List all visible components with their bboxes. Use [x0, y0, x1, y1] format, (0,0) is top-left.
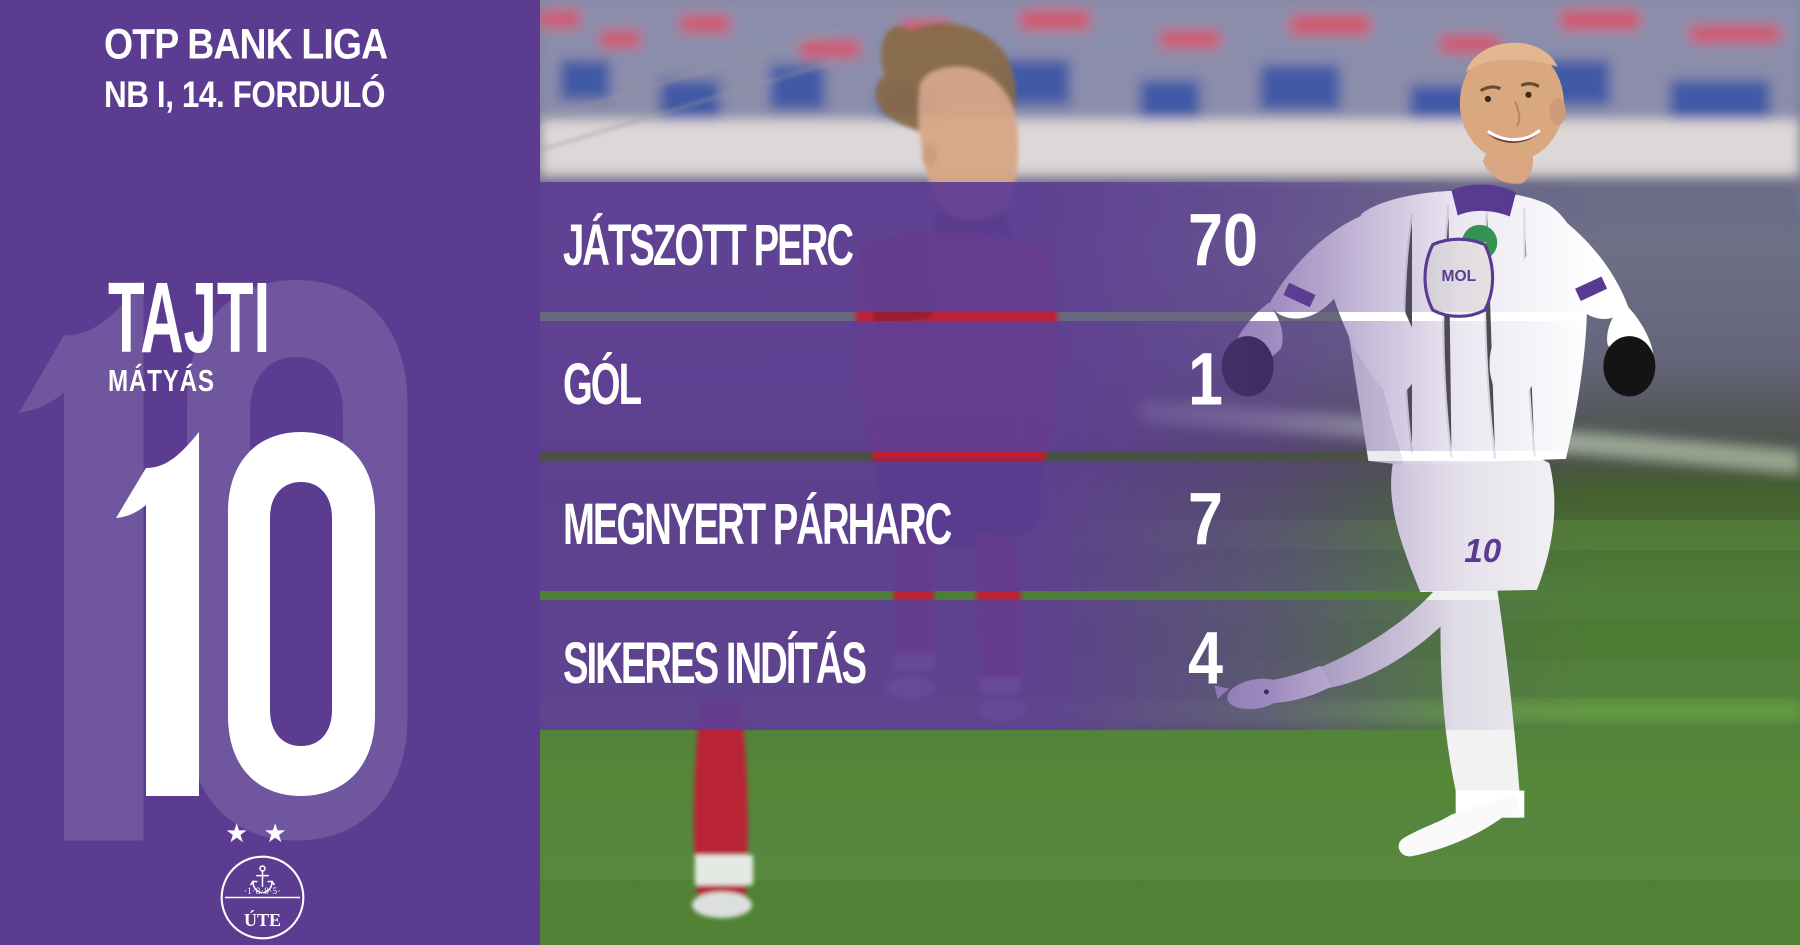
svg-text:·1·8·8·5·: ·1·8·8·5·: [244, 886, 281, 896]
svg-text:ÚTE: ÚTE: [244, 909, 281, 930]
